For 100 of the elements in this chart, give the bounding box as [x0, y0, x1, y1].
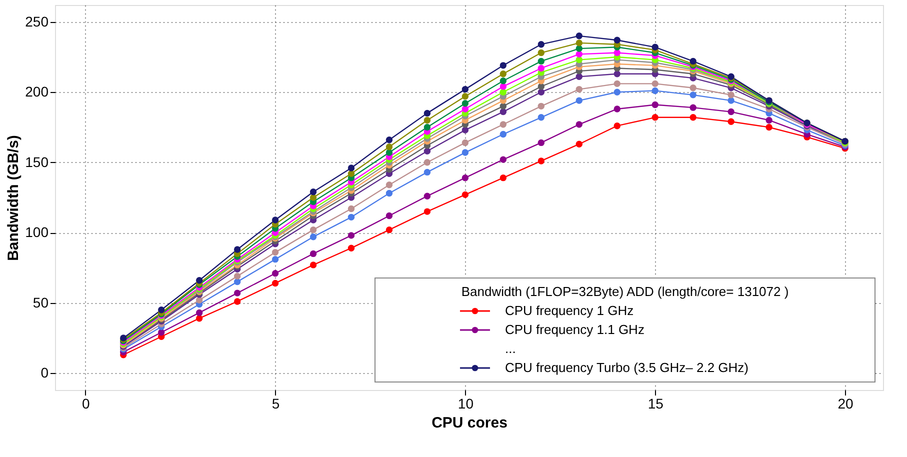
- point: [690, 92, 696, 98]
- point: [728, 92, 734, 98]
- point: [690, 84, 696, 92]
- point: [424, 148, 431, 154]
- point: [158, 306, 165, 314]
- point: [614, 122, 620, 130]
- point: [348, 170, 355, 177]
- y-tick-label: 200: [25, 84, 49, 100]
- x-tick-label: 15: [648, 396, 664, 412]
- point: [462, 191, 469, 198]
- point: [652, 101, 658, 108]
- point: [614, 88, 620, 96]
- point: [576, 40, 582, 46]
- point: [576, 32, 582, 40]
- point: [538, 49, 545, 56]
- point: [234, 278, 241, 286]
- x-tick-label: 10: [458, 396, 474, 412]
- point: [462, 126, 469, 134]
- legend-label: CPU frequency 1 GHz: [505, 303, 634, 318]
- point: [614, 36, 620, 44]
- point: [272, 270, 279, 277]
- point: [234, 290, 241, 296]
- point: [576, 97, 582, 104]
- point: [728, 118, 734, 125]
- point: [500, 78, 507, 84]
- point: [348, 205, 355, 212]
- legend-label: CPU frequency Turbo (3.5 GHz– 2.2 GHz): [505, 360, 748, 375]
- point: [538, 88, 545, 96]
- point: [500, 121, 507, 128]
- y-axis-title: Bandwidth (GB/s): [5, 135, 22, 261]
- point: [538, 158, 545, 164]
- point: [386, 212, 393, 220]
- point: [234, 298, 241, 305]
- point: [196, 277, 203, 284]
- point: [576, 121, 582, 128]
- point: [576, 45, 582, 52]
- point: [272, 280, 279, 287]
- point: [310, 233, 317, 240]
- point: [310, 226, 317, 234]
- point: [462, 106, 469, 112]
- point: [386, 136, 393, 144]
- point: [690, 58, 696, 65]
- point: [576, 56, 582, 64]
- point: [424, 192, 431, 200]
- point: [576, 73, 582, 80]
- point: [348, 164, 355, 172]
- y-tick-label: 150: [25, 154, 49, 170]
- point: [652, 44, 658, 50]
- y-tick-label: 0: [40, 364, 49, 381]
- point: [614, 70, 620, 78]
- point: [386, 144, 393, 150]
- point: [538, 139, 545, 146]
- point: [766, 116, 772, 124]
- point: [424, 208, 431, 215]
- point: [690, 104, 696, 111]
- x-axis-title: CPU cores: [432, 414, 508, 432]
- point: [576, 50, 582, 58]
- point: [386, 190, 393, 197]
- point: [424, 124, 431, 131]
- point: [348, 244, 355, 252]
- x-tick-label: 0: [82, 396, 90, 412]
- point: [766, 124, 772, 131]
- point: [234, 272, 241, 280]
- point: [272, 248, 279, 256]
- point: [652, 80, 658, 88]
- point: [462, 100, 469, 107]
- point: [462, 92, 469, 100]
- point: [196, 314, 203, 322]
- y-tick-label: 250: [25, 13, 49, 30]
- point: [386, 149, 393, 156]
- point: [538, 40, 545, 48]
- point: [348, 232, 355, 239]
- point: [462, 174, 469, 182]
- point: [500, 62, 507, 69]
- point: [614, 80, 620, 88]
- point: [310, 188, 317, 196]
- point: [386, 182, 393, 188]
- point: [652, 87, 658, 94]
- point: [728, 108, 734, 116]
- point: [462, 149, 469, 156]
- point: [576, 140, 582, 148]
- point: [500, 174, 507, 182]
- legend-label: CPU frequency 1.1 GHz: [505, 322, 644, 337]
- legend-title: Bandwidth (1FLOP=32Byte) ADD (length/core= 131072 ): [461, 284, 789, 299]
- y-tick-label: 100: [25, 224, 49, 240]
- point: [196, 309, 203, 316]
- point: [500, 156, 507, 163]
- point: [310, 262, 317, 268]
- annotation: ...: [505, 341, 516, 356]
- point: [158, 329, 165, 336]
- point: [424, 110, 431, 117]
- point: [576, 86, 582, 93]
- point: [538, 64, 545, 72]
- point: [614, 106, 620, 112]
- point: [500, 108, 507, 116]
- point: [652, 114, 658, 121]
- point: [690, 114, 696, 121]
- point: [424, 116, 431, 124]
- point: [500, 83, 507, 90]
- point: [310, 194, 317, 201]
